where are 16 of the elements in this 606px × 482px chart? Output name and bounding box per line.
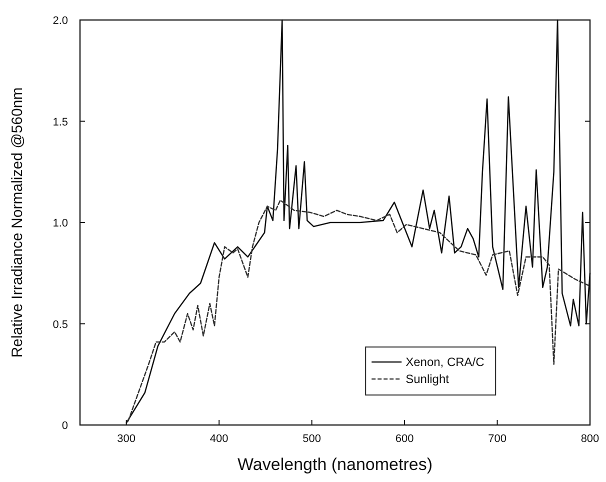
y-tick-label: 1.0 bbox=[52, 218, 68, 230]
x-tick-label: 400 bbox=[210, 433, 228, 445]
y-tick-label: 0 bbox=[62, 420, 68, 432]
x-tick-label: 700 bbox=[488, 433, 506, 445]
y-tick-label: 0.5 bbox=[52, 318, 68, 331]
x-tick-label: 600 bbox=[395, 433, 414, 445]
x-tick-label: 800 bbox=[580, 433, 600, 445]
x-axis-title: Wavelength (nanometres) bbox=[238, 455, 432, 474]
legend-label: Sunlight bbox=[406, 372, 450, 386]
x-tick-label: 300 bbox=[117, 433, 136, 445]
y-tick-label: 2.0 bbox=[52, 15, 68, 27]
y-tick-label: 1.5 bbox=[52, 116, 68, 128]
y-axis-title: Relative Irradiance Normalized @560nm bbox=[9, 87, 26, 358]
x-tick-label: 500 bbox=[302, 433, 321, 445]
line-series bbox=[128, 200, 589, 422]
legend-label: Xenon, CRA/C bbox=[406, 355, 485, 369]
